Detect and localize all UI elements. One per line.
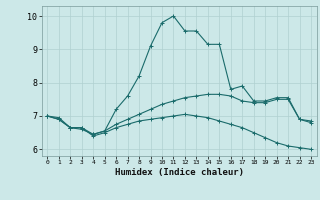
X-axis label: Humidex (Indice chaleur): Humidex (Indice chaleur) — [115, 168, 244, 177]
